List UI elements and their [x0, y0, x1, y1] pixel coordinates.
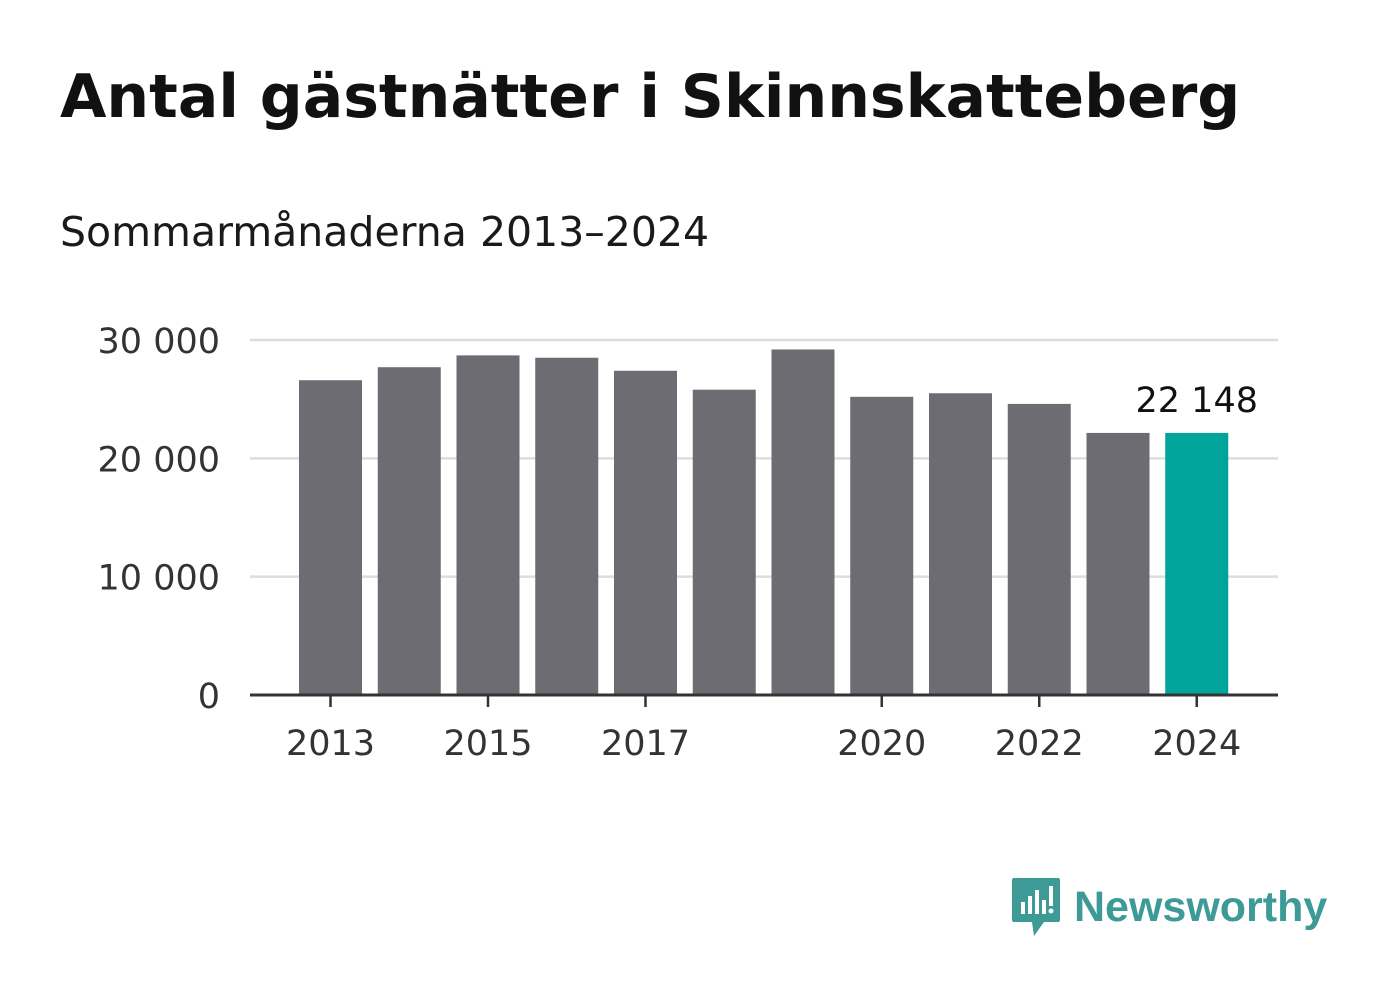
x-axis-ticks: 2013 2015 2017 2020 2022 2024 — [286, 695, 1241, 764]
y-tick-label: 20 000 — [98, 440, 220, 480]
bar-2018 — [692, 389, 756, 695]
x-tick-label: 2020 — [837, 724, 926, 764]
y-tick-label: 10 000 — [98, 559, 220, 599]
bar-2024 — [1165, 432, 1229, 695]
brand-logo: Newsworthy — [1010, 876, 1327, 938]
x-tick-label: 2015 — [443, 724, 532, 764]
brand-name: Newsworthy — [1074, 882, 1328, 931]
bar-2022 — [1007, 403, 1071, 695]
y-tick-label: 30 000 — [98, 322, 220, 362]
bar-2023 — [1086, 432, 1150, 695]
highlight-data-label: 22 148 — [1136, 381, 1258, 421]
bar-2021 — [929, 393, 992, 695]
bars — [299, 349, 1229, 695]
y-axis-ticks: 0 10 000 20 000 30 000 — [98, 322, 220, 717]
bar-2016 — [535, 357, 599, 695]
newsworthy-logo-icon — [1012, 878, 1060, 936]
x-tick-label: 2017 — [601, 724, 690, 764]
data-labels: 22 148 — [1136, 381, 1258, 421]
x-tick-label: 2013 — [286, 724, 375, 764]
chart-title: Antal gästnätter i Skinnskatteberg — [60, 62, 1241, 132]
x-tick-label: 2022 — [995, 724, 1084, 764]
chart-subtitle: Sommarmånaderna 2013–2024 — [60, 208, 710, 256]
bar-2013 — [299, 380, 362, 695]
bar-2017 — [614, 370, 677, 695]
bar-2019 — [771, 349, 835, 695]
bar-2020 — [850, 396, 914, 695]
bar-2014 — [377, 367, 441, 695]
y-tick-label: 0 — [198, 677, 220, 717]
bar-2015 — [456, 355, 520, 695]
x-tick-label: 2024 — [1152, 724, 1241, 764]
